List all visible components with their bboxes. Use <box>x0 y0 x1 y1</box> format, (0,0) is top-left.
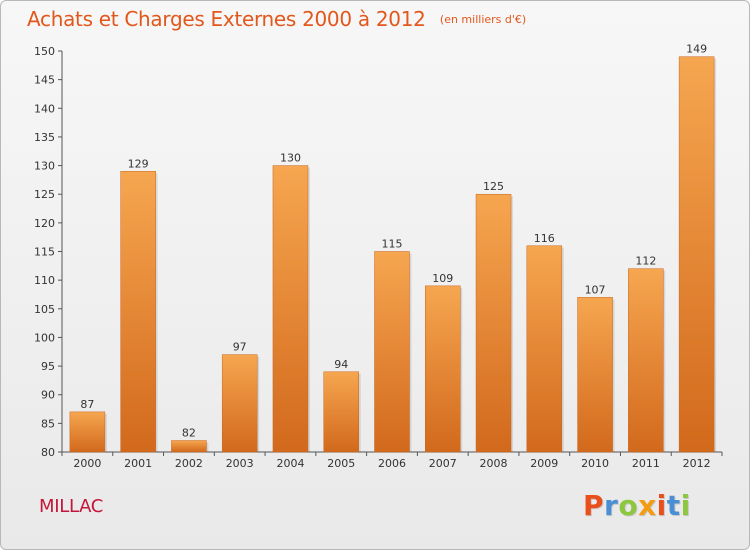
logo-letter: i <box>680 489 691 522</box>
x-tick-label: 2011 <box>632 457 660 470</box>
logo-letter: i <box>656 489 667 522</box>
bar-2004 <box>272 165 309 453</box>
y-tick-label: 135 <box>34 131 55 144</box>
bar-2007 <box>425 285 461 453</box>
x-tick-label: 2010 <box>581 457 609 470</box>
bar-2000 <box>69 411 106 453</box>
y-tick-label: 150 <box>34 45 55 58</box>
x-tick-label: 2002 <box>175 457 203 470</box>
value-label: 109 <box>432 272 453 285</box>
value-label: 116 <box>534 232 555 245</box>
bar-2005 <box>323 371 359 453</box>
bar-2001 <box>120 171 156 453</box>
chart-subtitle: (en milliers d'€) <box>439 13 527 26</box>
value-label: 107 <box>585 283 606 296</box>
value-label: 149 <box>686 43 707 56</box>
value-label: 87 <box>80 398 94 411</box>
value-label: 125 <box>483 180 504 193</box>
value-label: 94 <box>334 358 348 371</box>
value-label: 129 <box>128 157 149 170</box>
value-label: 115 <box>382 238 403 251</box>
bar-2006 <box>374 251 410 453</box>
logo-letter: r <box>604 489 619 522</box>
y-tick-label: 145 <box>34 74 55 87</box>
y-tick-label: 100 <box>34 331 55 344</box>
x-tick-label: 2007 <box>429 457 457 470</box>
x-tick-label: 2005 <box>327 457 355 470</box>
y-tick-label: 120 <box>34 217 55 230</box>
chart-title-text: Achats et Charges Externes 2000 à 2012 <box>27 7 426 31</box>
chart-title: Achats et Charges Externes 2000 à 2012 (… <box>27 7 526 31</box>
x-tick-label: 2009 <box>530 457 558 470</box>
y-tick-label: 80 <box>41 446 55 459</box>
x-tick-label: 2000 <box>73 457 101 470</box>
logo-letter: x <box>638 489 657 522</box>
x-tick-label: 2003 <box>226 457 254 470</box>
commune-name: MILLAC <box>39 496 104 517</box>
proxiti-logo: Proxiti <box>583 489 691 522</box>
y-tick-label: 85 <box>41 417 55 430</box>
x-tick-label: 2008 <box>480 457 508 470</box>
value-label: 82 <box>182 427 196 440</box>
y-tick-label: 125 <box>34 188 55 201</box>
logo-letter: o <box>618 489 639 522</box>
bar-2009 <box>526 245 563 453</box>
bar-2008 <box>475 193 512 453</box>
x-tick-label: 2004 <box>276 457 304 470</box>
logo-letter: P <box>583 489 605 522</box>
y-tick-label: 90 <box>41 389 55 402</box>
y-tick-label: 115 <box>34 246 55 259</box>
y-tick-label: 140 <box>34 102 55 115</box>
bar-2011 <box>628 268 664 453</box>
y-tick-label: 105 <box>34 303 55 316</box>
x-tick-label: 2006 <box>378 457 406 470</box>
y-tick-label: 130 <box>34 160 55 173</box>
x-tick-label: 2012 <box>683 457 711 470</box>
logo-letter: t <box>666 489 681 522</box>
value-label: 112 <box>635 255 656 268</box>
bar-2012 <box>678 56 715 453</box>
bar-2002 <box>171 440 207 453</box>
y-tick-label: 95 <box>41 360 55 373</box>
x-tick-label: 2001 <box>124 457 152 470</box>
bar-2010 <box>577 297 613 453</box>
y-tick-label: 110 <box>34 274 55 287</box>
value-label: 130 <box>280 152 301 165</box>
value-label: 97 <box>233 341 247 354</box>
bar-2003 <box>221 354 258 453</box>
